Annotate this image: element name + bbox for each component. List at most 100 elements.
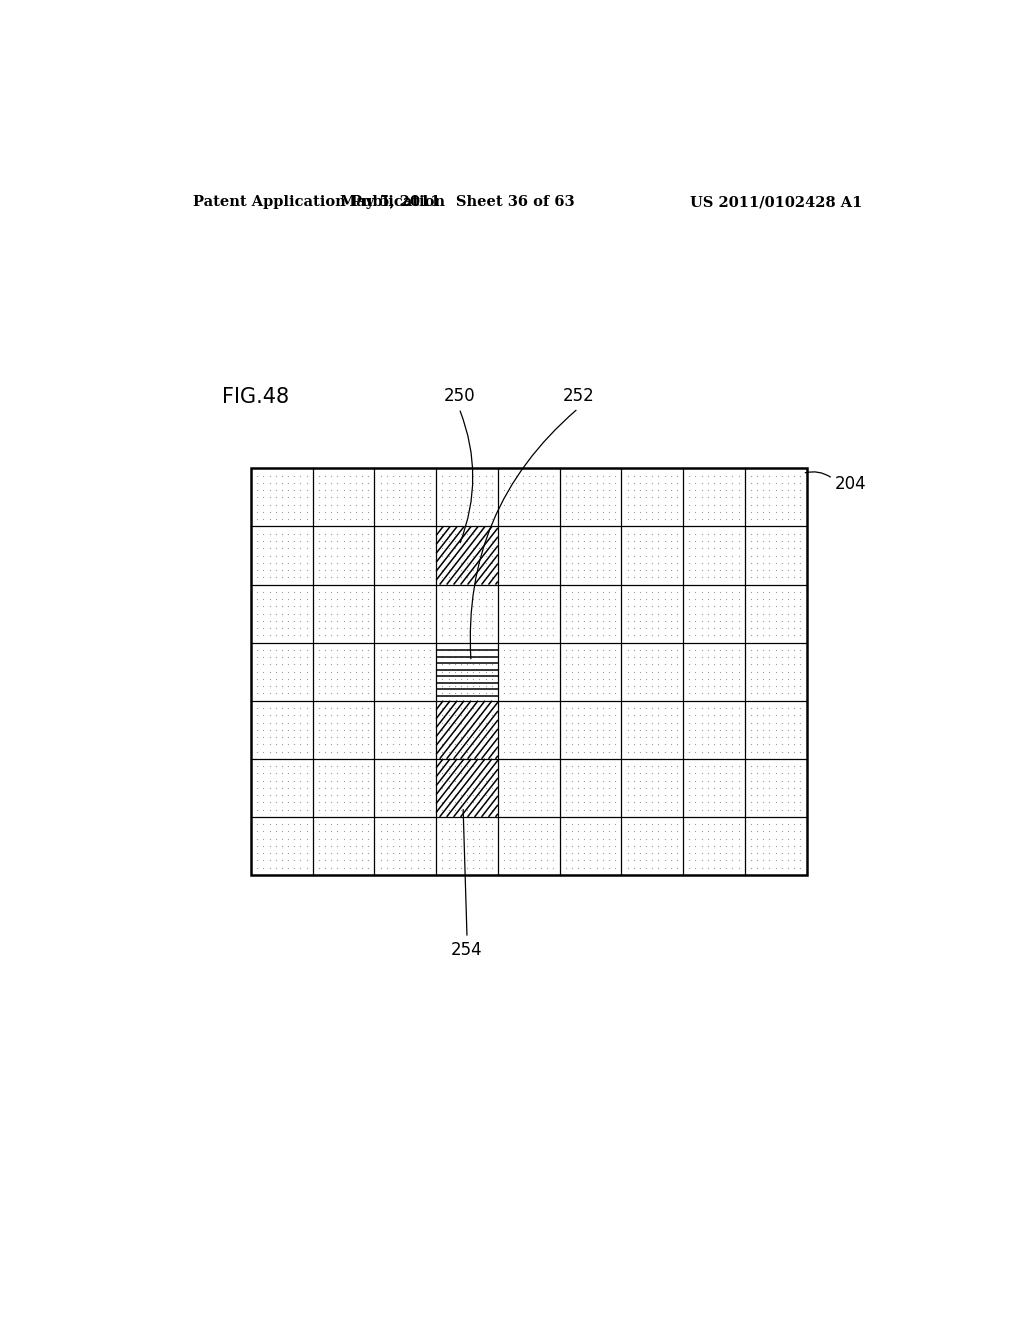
- Point: [669, 545, 685, 566]
- Point: [558, 647, 574, 668]
- Point: [465, 487, 481, 508]
- Point: [663, 836, 679, 857]
- Point: [532, 763, 549, 784]
- Point: [397, 668, 414, 689]
- Point: [724, 639, 740, 660]
- Point: [718, 763, 734, 784]
- Point: [681, 741, 697, 762]
- Point: [348, 813, 365, 834]
- Point: [316, 784, 333, 805]
- Point: [558, 473, 574, 494]
- Point: [410, 668, 426, 689]
- Point: [520, 734, 537, 755]
- Point: [712, 734, 728, 755]
- Point: [316, 828, 333, 849]
- Point: [526, 589, 543, 610]
- Point: [583, 821, 599, 842]
- Point: [577, 624, 593, 645]
- Point: [360, 610, 377, 631]
- Point: [620, 661, 636, 682]
- Point: [712, 589, 728, 610]
- Point: [558, 741, 574, 762]
- Point: [601, 661, 617, 682]
- Point: [693, 639, 710, 660]
- Point: [360, 479, 377, 500]
- Point: [589, 836, 605, 857]
- Point: [330, 836, 346, 857]
- Point: [693, 618, 710, 639]
- Point: [749, 473, 765, 494]
- Point: [310, 618, 327, 639]
- Point: [354, 734, 371, 755]
- Point: [280, 726, 296, 747]
- Point: [607, 821, 624, 842]
- Point: [255, 726, 271, 747]
- Point: [403, 792, 420, 813]
- Point: [644, 719, 660, 741]
- Point: [767, 821, 783, 842]
- Point: [403, 618, 420, 639]
- Point: [520, 813, 537, 834]
- Point: [410, 682, 426, 704]
- Point: [583, 537, 599, 558]
- Point: [416, 705, 432, 726]
- Point: [526, 821, 543, 842]
- Point: [292, 552, 308, 573]
- Point: [483, 792, 500, 813]
- Point: [496, 850, 512, 871]
- Point: [255, 595, 271, 616]
- Point: [267, 697, 284, 718]
- Point: [459, 487, 475, 508]
- Point: [730, 566, 746, 587]
- Point: [755, 545, 771, 566]
- Point: [532, 813, 549, 834]
- Point: [724, 784, 740, 805]
- Point: [520, 523, 537, 544]
- Point: [699, 494, 716, 515]
- Point: [391, 465, 408, 486]
- Point: [712, 676, 728, 697]
- Point: [780, 734, 797, 755]
- Point: [348, 494, 365, 515]
- Point: [249, 726, 265, 747]
- Point: [286, 770, 302, 791]
- Point: [780, 537, 797, 558]
- Point: [786, 473, 803, 494]
- Point: [774, 595, 791, 616]
- Point: [273, 647, 290, 668]
- Point: [755, 508, 771, 529]
- Point: [280, 842, 296, 863]
- Point: [403, 502, 420, 523]
- Point: [583, 799, 599, 820]
- Point: [292, 857, 308, 878]
- Point: [434, 755, 451, 776]
- Point: [330, 784, 346, 805]
- Point: [323, 726, 339, 747]
- Point: [502, 668, 518, 689]
- Point: [663, 813, 679, 834]
- Point: [583, 842, 599, 863]
- Point: [780, 610, 797, 631]
- Point: [292, 784, 308, 805]
- Point: [742, 639, 759, 660]
- Point: [786, 770, 803, 791]
- Point: [607, 610, 624, 631]
- Point: [570, 479, 587, 500]
- Point: [310, 777, 327, 799]
- Point: [761, 479, 777, 500]
- Point: [774, 755, 791, 776]
- Point: [273, 487, 290, 508]
- Point: [749, 595, 765, 616]
- Point: [249, 842, 265, 863]
- Point: [693, 676, 710, 697]
- Point: [532, 726, 549, 747]
- Point: [292, 682, 308, 704]
- Point: [718, 508, 734, 529]
- Point: [471, 487, 487, 508]
- Point: [514, 792, 530, 813]
- Point: [699, 792, 716, 813]
- Point: [502, 603, 518, 624]
- Point: [336, 784, 352, 805]
- Point: [434, 560, 451, 581]
- Point: [730, 595, 746, 616]
